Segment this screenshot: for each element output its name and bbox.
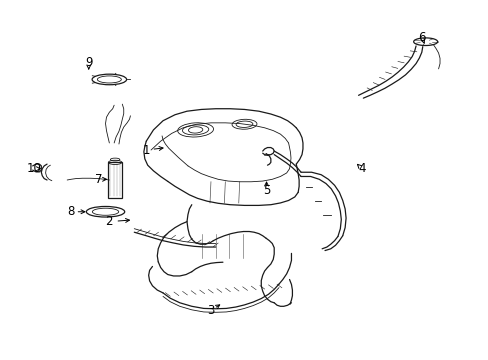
Text: 7: 7 bbox=[95, 173, 102, 186]
Text: 5: 5 bbox=[263, 184, 270, 197]
Text: 3: 3 bbox=[207, 304, 214, 317]
Text: 6: 6 bbox=[417, 31, 425, 44]
Bar bbox=[108, 162, 122, 198]
Text: 10: 10 bbox=[26, 162, 41, 175]
Text: 8: 8 bbox=[67, 205, 75, 218]
Text: 2: 2 bbox=[105, 215, 113, 228]
Text: 1: 1 bbox=[142, 144, 150, 157]
Text: 9: 9 bbox=[85, 57, 92, 69]
Text: 4: 4 bbox=[357, 162, 365, 175]
